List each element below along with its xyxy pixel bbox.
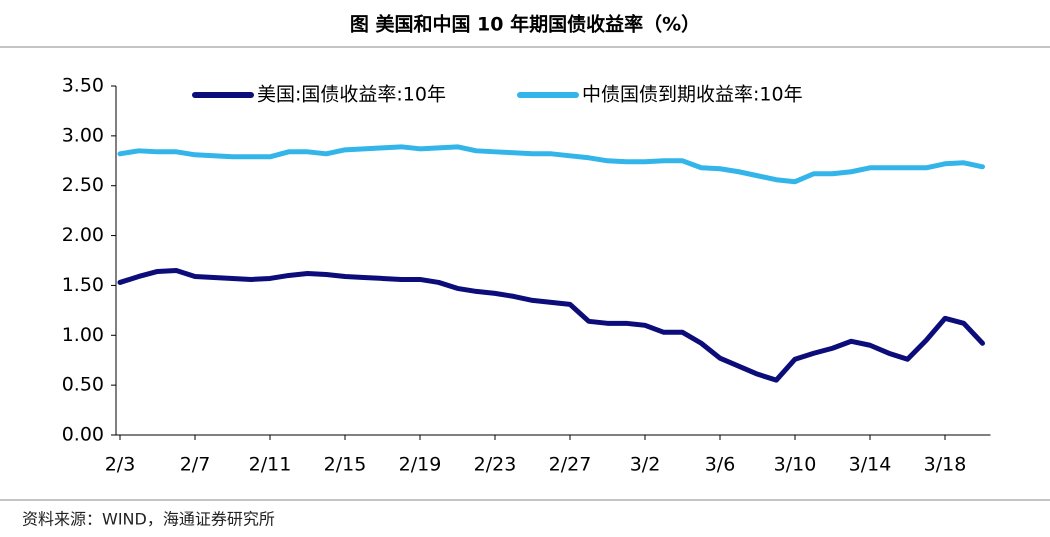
x-tick-label: 3/6 xyxy=(705,454,736,476)
series-line xyxy=(117,144,985,185)
x-tick-label: 3/14 xyxy=(849,454,892,476)
x-tick-label: 3/10 xyxy=(774,454,817,476)
y-tick-label: 1.50 xyxy=(62,274,104,296)
y-tick-label: 3.50 xyxy=(62,75,104,97)
y-tick-label: 2.50 xyxy=(62,174,104,196)
x-tick-label: 2/7 xyxy=(180,454,211,476)
x-tick-label: 3/2 xyxy=(630,454,661,476)
y-tick-label: 0.00 xyxy=(62,424,104,446)
y-tick-label: 1.00 xyxy=(62,324,104,346)
y-tick-label: 0.50 xyxy=(62,374,104,396)
x-tick-label: 2/27 xyxy=(549,454,592,476)
legend-label: 中债国债到期收益率:10年 xyxy=(582,84,803,106)
source: 资料来源：WIND，海通证券研究所 xyxy=(22,510,275,529)
y-tick-label: 2.00 xyxy=(62,224,104,246)
legend-label: 美国:国债收益率:10年 xyxy=(257,84,446,106)
x-tick-label: 3/18 xyxy=(924,454,967,476)
x-tick-label: 2/3 xyxy=(105,454,136,476)
x-tick-label: 2/11 xyxy=(249,454,292,476)
series-line xyxy=(117,267,985,383)
chart-title: 图 美国和中国 10 年期国债收益率（%） xyxy=(350,13,700,36)
x-tick-label: 2/15 xyxy=(324,454,367,476)
x-tick-label: 2/23 xyxy=(474,454,517,476)
x-tick-label: 2/19 xyxy=(399,454,442,476)
y-tick-label: 3.00 xyxy=(62,124,104,146)
